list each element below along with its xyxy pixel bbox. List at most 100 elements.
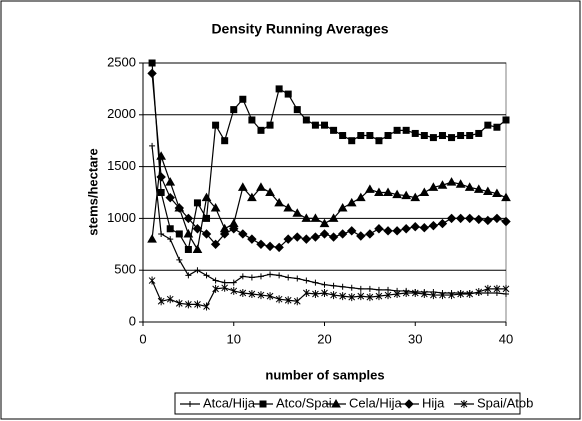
marker bbox=[310, 213, 321, 222]
marker bbox=[392, 226, 402, 236]
series-line bbox=[151, 145, 507, 295]
marker bbox=[374, 224, 384, 234]
marker bbox=[484, 284, 492, 293]
marker bbox=[420, 290, 428, 299]
marker bbox=[212, 121, 220, 129]
marker bbox=[346, 197, 357, 207]
legend-label: Hija bbox=[422, 395, 445, 410]
marker bbox=[292, 208, 303, 217]
marker bbox=[185, 272, 192, 279]
marker bbox=[383, 226, 393, 236]
marker bbox=[185, 300, 192, 309]
marker bbox=[192, 224, 203, 234]
marker bbox=[473, 184, 484, 193]
marker bbox=[267, 271, 274, 278]
marker bbox=[284, 296, 292, 305]
marker bbox=[321, 121, 328, 129]
y-tick-label: 2500 bbox=[107, 54, 136, 69]
marker bbox=[294, 275, 301, 282]
marker bbox=[312, 279, 319, 286]
marker bbox=[284, 90, 292, 98]
marker bbox=[404, 399, 414, 409]
marker bbox=[248, 290, 256, 299]
legend-label: Atco/Spai bbox=[276, 395, 332, 410]
marker bbox=[203, 272, 210, 279]
marker bbox=[156, 172, 166, 182]
marker bbox=[275, 295, 283, 304]
marker bbox=[402, 288, 410, 297]
marker bbox=[501, 216, 511, 227]
legend-label: Spai/Atob bbox=[477, 395, 533, 410]
marker bbox=[239, 288, 247, 297]
marker bbox=[293, 297, 301, 306]
marker bbox=[455, 179, 466, 188]
marker bbox=[446, 177, 457, 186]
marker bbox=[331, 398, 341, 408]
marker bbox=[365, 229, 375, 239]
marker bbox=[392, 189, 402, 199]
marker bbox=[157, 297, 165, 306]
marker bbox=[266, 292, 274, 301]
marker bbox=[147, 234, 157, 243]
marker bbox=[411, 129, 419, 137]
marker bbox=[194, 267, 201, 274]
marker bbox=[502, 116, 510, 124]
marker bbox=[402, 126, 410, 134]
marker bbox=[148, 276, 156, 285]
marker bbox=[165, 177, 176, 186]
marker bbox=[357, 285, 364, 292]
marker bbox=[319, 218, 330, 228]
marker bbox=[201, 192, 212, 202]
marker bbox=[247, 234, 257, 244]
marker bbox=[493, 123, 501, 131]
marker bbox=[437, 218, 448, 229]
x-axis-label: number of samples bbox=[265, 367, 384, 382]
marker bbox=[285, 274, 292, 281]
y-axis-label: stems/hectare bbox=[85, 148, 100, 235]
marker bbox=[466, 132, 474, 140]
marker bbox=[229, 224, 239, 234]
y-tick-label: 500 bbox=[114, 262, 136, 277]
marker bbox=[475, 287, 483, 296]
marker bbox=[337, 229, 348, 239]
legend-box bbox=[174, 392, 521, 415]
marker bbox=[212, 277, 219, 284]
marker bbox=[247, 192, 257, 202]
marker bbox=[330, 126, 338, 134]
marker bbox=[259, 400, 267, 408]
marker bbox=[375, 137, 383, 145]
marker bbox=[238, 229, 248, 239]
marker bbox=[302, 288, 310, 297]
marker bbox=[311, 121, 319, 129]
marker bbox=[187, 401, 193, 407]
marker bbox=[256, 239, 266, 250]
marker bbox=[275, 85, 283, 93]
marker bbox=[328, 213, 339, 222]
marker bbox=[183, 228, 194, 238]
marker bbox=[283, 234, 293, 244]
marker bbox=[411, 288, 419, 297]
marker bbox=[410, 192, 421, 202]
marker bbox=[276, 272, 283, 279]
marker bbox=[203, 214, 211, 222]
y-tick-label: 1500 bbox=[107, 158, 136, 173]
marker bbox=[147, 68, 157, 79]
marker bbox=[484, 121, 492, 129]
series-line bbox=[151, 280, 506, 308]
marker bbox=[357, 132, 365, 140]
marker bbox=[201, 229, 212, 239]
marker bbox=[393, 290, 401, 299]
marker bbox=[230, 286, 238, 295]
marker bbox=[293, 106, 301, 114]
marker bbox=[464, 213, 475, 224]
marker bbox=[257, 273, 264, 280]
series-line bbox=[151, 62, 507, 252]
marker bbox=[203, 302, 210, 311]
marker bbox=[175, 230, 183, 238]
marker bbox=[419, 223, 430, 233]
marker bbox=[175, 299, 183, 308]
marker bbox=[384, 132, 392, 140]
marker bbox=[347, 226, 357, 236]
marker bbox=[365, 184, 375, 193]
marker bbox=[366, 293, 374, 302]
